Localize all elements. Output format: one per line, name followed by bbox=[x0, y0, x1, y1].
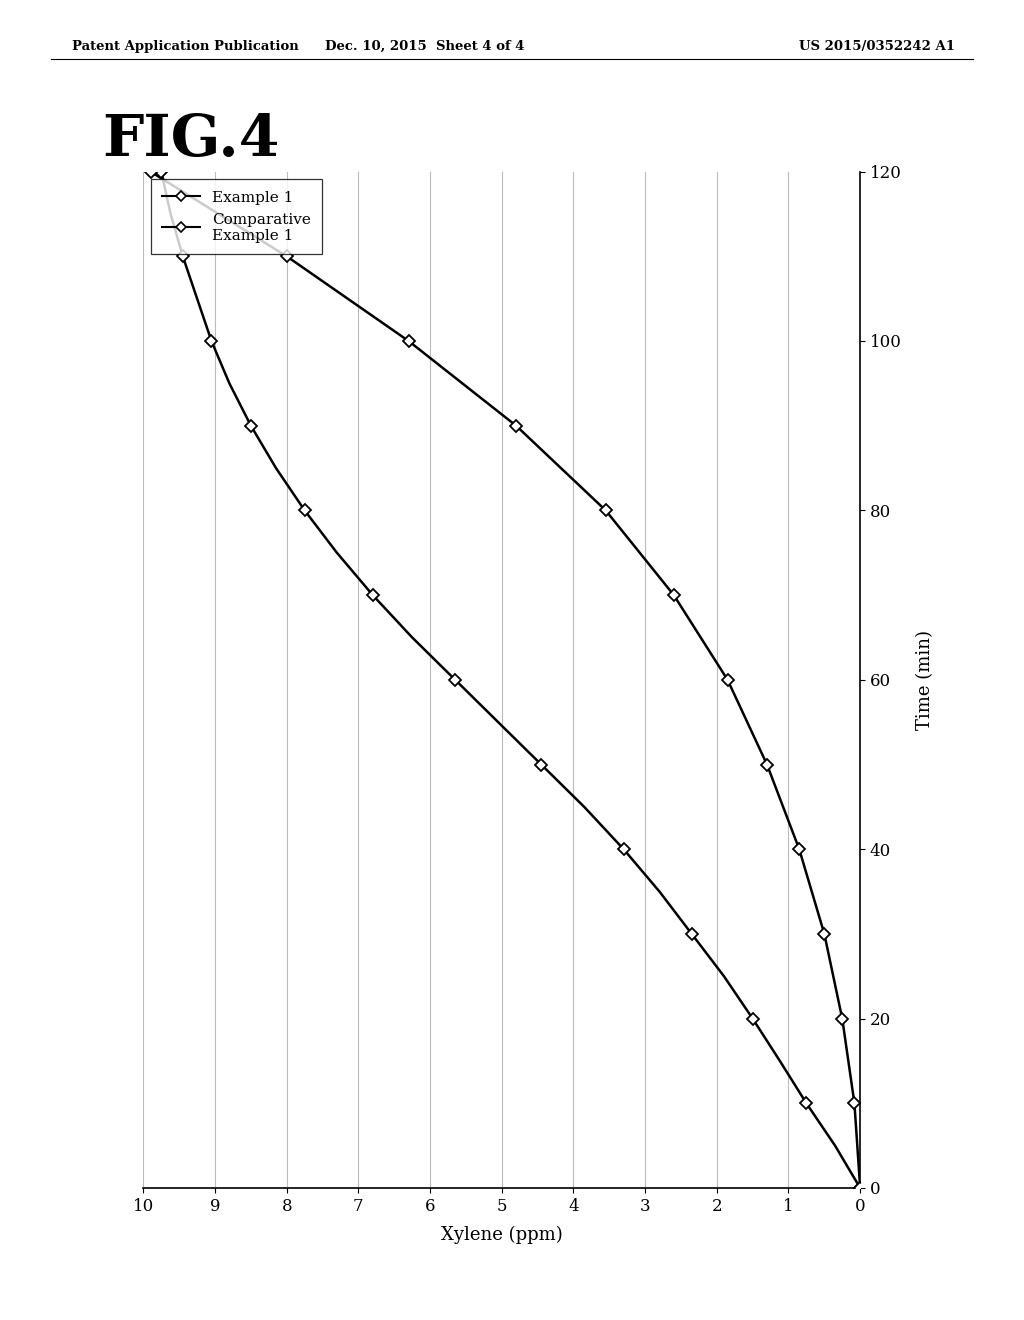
Text: US 2015/0352242 A1: US 2015/0352242 A1 bbox=[799, 40, 954, 53]
Text: Dec. 10, 2015  Sheet 4 of 4: Dec. 10, 2015 Sheet 4 of 4 bbox=[326, 40, 524, 53]
Legend: Example 1, Comparative
Example 1: Example 1, Comparative Example 1 bbox=[151, 180, 322, 253]
Text: FIG.4: FIG.4 bbox=[102, 112, 280, 168]
Y-axis label: Time (min): Time (min) bbox=[915, 630, 934, 730]
X-axis label: Xylene (ppm): Xylene (ppm) bbox=[441, 1226, 562, 1243]
Text: Patent Application Publication: Patent Application Publication bbox=[72, 40, 298, 53]
